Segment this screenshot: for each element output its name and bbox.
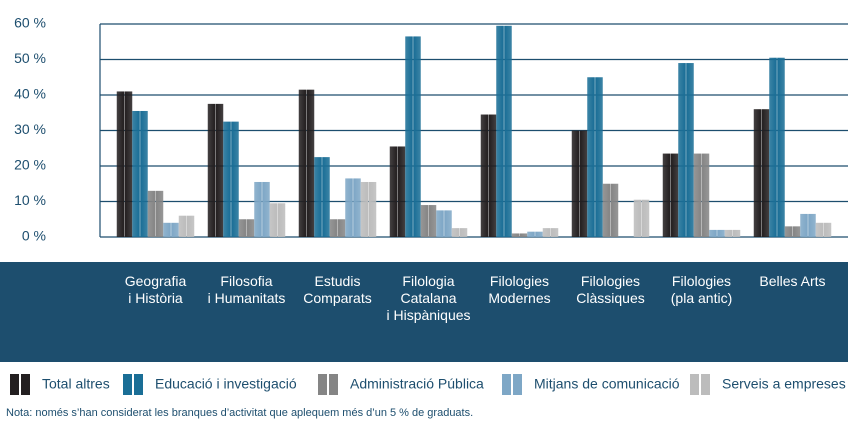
legend-label: Serveis a empreses <box>722 376 846 392</box>
bar <box>602 183 619 237</box>
legend-label: Total altres <box>42 376 110 392</box>
bar <box>678 63 694 237</box>
y-tick-label: 60 % <box>14 15 46 31</box>
x-tick-label: Belles Arts <box>759 273 825 289</box>
bar <box>753 109 770 237</box>
bar <box>314 157 330 237</box>
bar <box>769 57 785 237</box>
bar <box>693 153 710 237</box>
y-tick-label: 30 % <box>14 121 46 137</box>
bar <box>451 228 468 237</box>
bar <box>207 103 224 237</box>
legend-swatch <box>10 374 19 395</box>
bar <box>254 181 270 237</box>
bar <box>587 77 603 237</box>
legend-swatch <box>21 374 30 395</box>
category-band <box>0 262 848 362</box>
bar <box>116 91 133 237</box>
x-tick-label: Estudis Comparats <box>303 273 371 306</box>
legend-label: Mitjans de comunicació <box>534 376 680 392</box>
bar <box>147 190 164 237</box>
legend-swatch <box>123 374 132 395</box>
bar <box>527 231 543 237</box>
x-tick-label: Geografia i Història <box>125 273 187 306</box>
bar <box>724 229 741 237</box>
x-tick-label: Filosofia i Humanitats <box>208 273 286 306</box>
bar <box>360 181 377 237</box>
bar <box>405 36 421 237</box>
y-tick-label: 50 % <box>14 50 46 66</box>
legend-swatch <box>690 374 699 395</box>
bar <box>571 130 588 237</box>
legend-label: Administració Pública <box>350 376 484 392</box>
bar <box>178 215 195 237</box>
bar <box>298 89 315 237</box>
bar <box>542 228 559 237</box>
legend-swatch <box>513 374 522 395</box>
note: Nota: només s’han considerat les branque… <box>6 407 473 419</box>
x-tick-label: Filologies (pla antic) <box>671 273 732 306</box>
legend-label: Educació i investigació <box>155 376 297 392</box>
bar <box>633 199 650 237</box>
bar <box>345 178 361 237</box>
x-tick-label: Filologies Modernes <box>488 273 550 306</box>
bar <box>496 25 512 238</box>
bar <box>436 210 452 237</box>
bar <box>662 153 679 237</box>
legend-swatch <box>329 374 338 395</box>
legend-swatch <box>134 374 143 395</box>
bar <box>329 219 346 237</box>
y-tick-label: 0 % <box>22 228 46 244</box>
x-tick-label: Filologies Clàssiques <box>576 273 644 306</box>
bar <box>389 146 406 237</box>
bar <box>784 226 801 237</box>
bar <box>238 219 255 237</box>
bar <box>511 233 528 237</box>
y-tick-label: 40 % <box>14 86 46 102</box>
bar <box>223 121 239 237</box>
bar <box>269 203 286 237</box>
x-tick-label: Filologia Catalana i Hispàniques <box>386 273 470 323</box>
bar <box>480 114 497 237</box>
legend-swatch <box>701 374 710 395</box>
bar <box>800 213 816 237</box>
y-tick-label: 20 % <box>14 157 46 173</box>
bar <box>420 205 437 237</box>
legend-swatch <box>502 374 511 395</box>
bar <box>815 222 832 237</box>
y-tick-label: 10 % <box>14 192 46 208</box>
bar <box>163 222 179 237</box>
bar <box>709 229 725 237</box>
bar <box>132 110 148 237</box>
legend-swatch <box>318 374 327 395</box>
